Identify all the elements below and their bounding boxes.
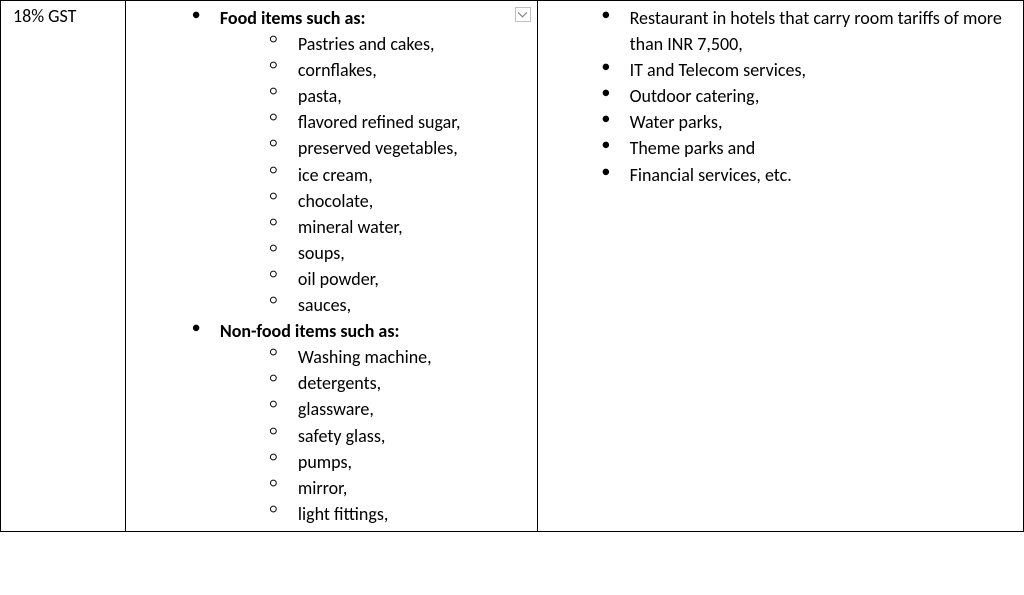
food-items-list: Pastries and cakes, cornflakes, pasta, f… (220, 31, 529, 318)
list-item: mineral water, (270, 214, 529, 240)
goods-cell: Food items such as: Pastries and cakes, … (125, 1, 537, 532)
list-item: safety glass, (270, 423, 529, 449)
list-item: Restaurant in hotels that carry room tar… (602, 5, 1015, 57)
category-label: Non-food items such as: (220, 320, 400, 342)
gst-table: 18% GST Food items such as: Pastries and… (0, 0, 1024, 532)
list-item: oil powder, (270, 266, 529, 292)
list-item: flavored refined sugar, (270, 109, 529, 135)
services-cell: Restaurant in hotels that carry room tar… (537, 1, 1023, 532)
list-item: light fittings, (270, 501, 529, 527)
list-item: pasta, (270, 83, 529, 109)
rate-cell: 18% GST (1, 1, 126, 532)
list-item: sauces, (270, 292, 529, 318)
list-item: Theme parks and (602, 135, 1015, 161)
category-food: Food items such as: Pastries and cakes, … (192, 5, 529, 318)
list-item: Outdoor catering, (602, 83, 1015, 109)
category-nonfood: Non-food items such as: Washing machine,… (192, 318, 529, 527)
category-label: Food items such as: (220, 7, 366, 29)
list-item: ice cream, (270, 162, 529, 188)
list-item: Water parks, (602, 109, 1015, 135)
services-list: Restaurant in hotels that carry room tar… (546, 5, 1015, 188)
list-item: soups, (270, 240, 529, 266)
gst-row-18: 18% GST Food items such as: Pastries and… (1, 1, 1024, 532)
list-item: cornflakes, (270, 57, 529, 83)
list-item: Washing machine, (270, 344, 529, 370)
list-item: glassware, (270, 396, 529, 422)
list-item: Financial services, etc. (602, 162, 1015, 188)
nonfood-items-list: Washing machine, detergents, glassware, … (220, 344, 529, 527)
list-item: detergents, (270, 370, 529, 396)
list-item: chocolate, (270, 188, 529, 214)
rate-label: 18% GST (9, 5, 117, 27)
list-item: IT and Telecom services, (602, 57, 1015, 83)
list-item: pumps, (270, 449, 529, 475)
list-item: preserved vegetables, (270, 135, 529, 161)
goods-category-list: Food items such as: Pastries and cakes, … (134, 5, 529, 527)
list-item: Pastries and cakes, (270, 31, 529, 57)
list-item: mirror, (270, 475, 529, 501)
